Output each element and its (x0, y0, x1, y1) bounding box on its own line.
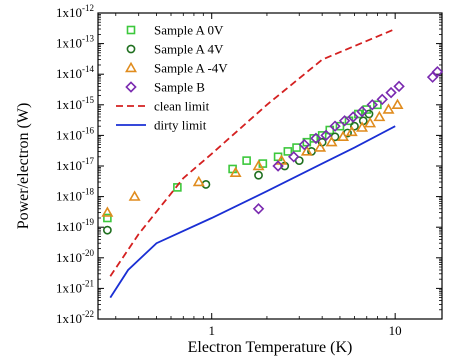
x-axis-label: Electron Temperature (K) (188, 339, 353, 356)
sample-b-point (298, 138, 311, 151)
sample-a-4v-point (350, 121, 359, 131)
legend-sample-b-swatch (125, 81, 137, 93)
sample-b-point (376, 93, 388, 106)
sample-b-point (356, 105, 368, 118)
clean-limit-line (109, 28, 396, 277)
sample-a-4v-point (254, 170, 263, 180)
x-tick-label: 1 (208, 323, 215, 338)
sample-a-4v-point (358, 116, 368, 126)
sample-a-4v-point (314, 141, 327, 152)
legend-sample-a-0v-swatch (126, 25, 136, 35)
y-tick-label: 1x10-18 (56, 187, 94, 204)
legend-sample-b-label: Sample B (154, 80, 205, 95)
legend-sample-a-0v-label: Sample A 0V (154, 23, 224, 38)
sample-a-0v-point (292, 143, 301, 152)
sample-a-4v-point (345, 125, 358, 137)
sample-a-4v-point (229, 166, 242, 177)
y-axis-label: Power/electron (W) (15, 103, 32, 230)
sample-a-0v-point (103, 213, 112, 223)
sample-b-point (288, 151, 300, 163)
y-tick-label: 1x10-17 (56, 156, 94, 173)
y-tick-label: 1x10-16 (56, 125, 94, 142)
sample-b-point (320, 129, 332, 142)
sample-a-4v-point (101, 206, 114, 217)
y-tick-label: 1x10-12 (56, 3, 94, 20)
legend-sample-a-4v-label: Sample A 4V (154, 42, 224, 57)
y-tick-label: 1x10-21 (56, 278, 94, 295)
sample-b-point (310, 132, 322, 145)
sample-a-4v-point (364, 117, 377, 128)
sample-b-point (338, 115, 351, 127)
y-tick-label: 1x10-15 (56, 95, 94, 112)
sample-a-0v-point (283, 147, 293, 156)
sample-a-4v-point (252, 159, 265, 171)
sample-b-point (431, 66, 444, 78)
legend-sample-a-4v-label: Sample A -4V (154, 61, 228, 76)
x-axis-ticks: 1 10 (115, 13, 402, 338)
sample-a-0v-point (335, 121, 345, 131)
sample-a-4v-point (337, 130, 350, 142)
sample-a-4v-point (128, 190, 141, 201)
sample-a-4v-point (192, 175, 205, 187)
sample-b-point (393, 80, 405, 93)
y-tick-label: 1x10-22 (56, 309, 94, 326)
x-tick-label: 10 (389, 323, 402, 338)
sample-a-4v-point (373, 110, 386, 122)
sample-b-series (252, 66, 444, 215)
legend-dirty-limit-label: dirty limit (154, 118, 207, 133)
sample-a-0v-point (373, 100, 382, 110)
sample-a-0v-point (242, 156, 251, 165)
y-tick-label: 1x10-14 (56, 64, 94, 81)
sample-b-point (329, 120, 341, 132)
sample-a-0v-point (173, 183, 182, 192)
sample-b-point (366, 99, 378, 111)
y-tick-label: 1x10-19 (56, 217, 94, 234)
sample-b-point (385, 86, 397, 99)
legend-sample-a-4v-swatch (126, 44, 136, 54)
series-layer (101, 28, 444, 299)
sample-a-4v-point (300, 145, 313, 156)
legend-clean-limit-label: clean limit (154, 99, 210, 114)
plot-frame (97, 12, 443, 320)
sample-a-0v-point (362, 105, 372, 114)
legend: Sample A 0V Sample A 4V Sample A -4V Sample… (116, 23, 228, 133)
sample-b-point (272, 160, 284, 172)
sample-b-point (347, 111, 359, 123)
y-axis-ticks: 1x10-12 1x10-13 1x10-14 1x10-15 1x10-16 1x10-… (56, 3, 442, 326)
sample-a-4v-point (364, 109, 374, 119)
sample-a-4v-point (325, 135, 338, 147)
sample-a-4v-point (102, 225, 112, 235)
y-tick-label: 1x10-20 (56, 248, 94, 265)
sample-a-4v-point (391, 98, 404, 109)
sample-a-4v-series (101, 98, 404, 217)
dirty-limit-line (109, 125, 396, 299)
sample-b-point (252, 203, 265, 215)
legend-sample-a-4v-swatch (125, 61, 137, 73)
sample-a-4v-point (382, 103, 395, 114)
y-tick-label: 1x10-13 (56, 34, 94, 51)
